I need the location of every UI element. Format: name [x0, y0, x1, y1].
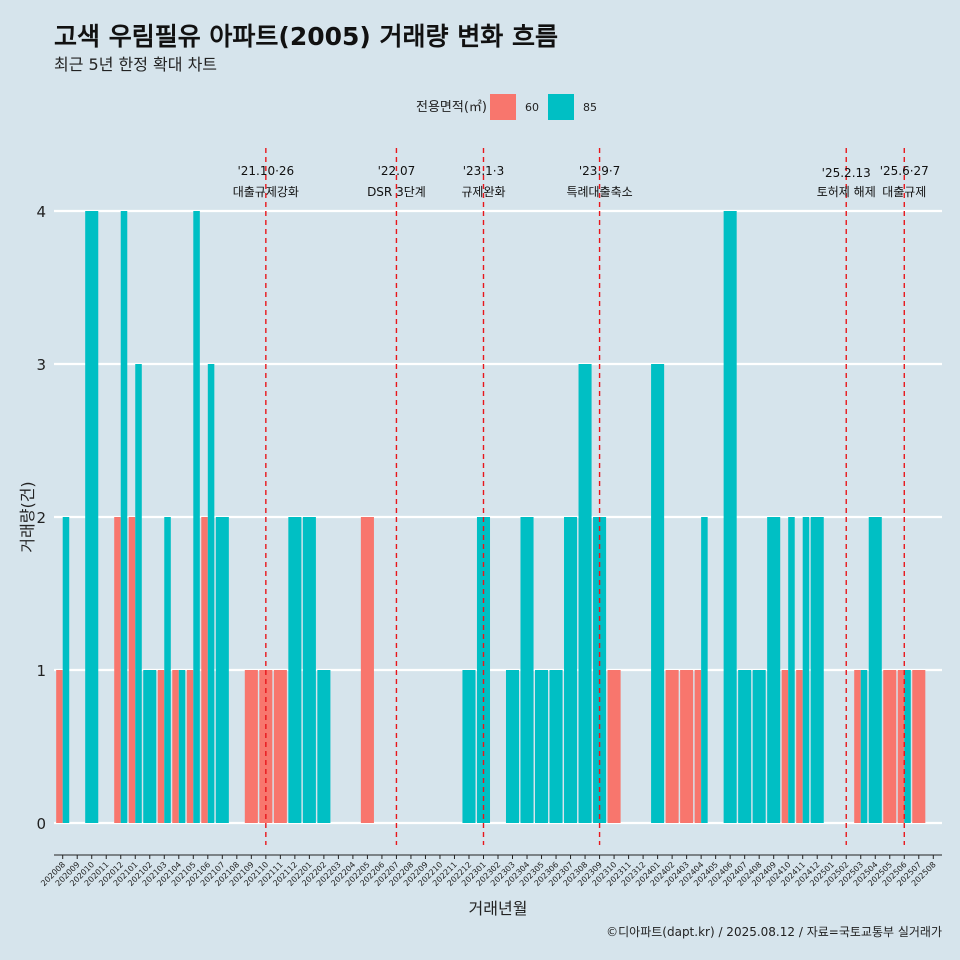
event-label: 토허제 해제: [817, 185, 876, 199]
chart-title: 고색 우림필유 아파트(2005) 거래량 변화 흐름: [54, 22, 558, 51]
bar-60-202402: [665, 670, 679, 823]
event-label: 대출규제강화: [233, 185, 299, 199]
bar-60-202310: [607, 670, 621, 823]
bar-85-202105: [193, 211, 200, 823]
bar-85-202412: [810, 517, 824, 823]
event-date: '21.10·26: [237, 164, 294, 178]
y-axis: 0 1 2 3 4: [36, 203, 46, 833]
legend-label-60: 60: [525, 101, 539, 114]
event-date: '23.9·7: [579, 164, 620, 178]
bar-85-202112: [288, 517, 302, 823]
bar-85-202308: [578, 364, 592, 823]
event-date: '23.1·3: [463, 164, 504, 178]
event-lines: '21.10·26 대출규제강화 '22.07 DSR 3단계 '23.1·3 규제완화 '…: [233, 148, 929, 845]
bar-85-202401: [651, 364, 665, 823]
bar-85-202010: [85, 211, 99, 823]
bar-60-202008: [56, 670, 63, 823]
bar-60-202109: [244, 670, 258, 823]
bar-60-202403: [680, 670, 694, 823]
bar-60-202101: [128, 517, 136, 823]
legend-label-85: 85: [583, 101, 597, 114]
y-axis-label: 거래량(건): [18, 481, 37, 552]
bar-60-202404: [694, 670, 702, 823]
bar-85-202409: [767, 517, 781, 823]
legend: 전용면적(㎡) 60 85: [416, 94, 597, 120]
bar-85-202408: [752, 670, 766, 823]
bar-85-202306: [549, 670, 563, 823]
caption: ©디아파트(dapt.kr) / 2025.08.12 / 자료=국토교통부 실…: [606, 925, 942, 939]
bar-85-202012: [120, 211, 128, 823]
y-tick-label: 1: [36, 662, 46, 680]
event-date: '25.2.13: [822, 166, 871, 180]
legend-swatch-60: [490, 94, 516, 120]
event-label: 대출규제: [882, 185, 926, 199]
event-date: '25.6·27: [880, 164, 929, 178]
bar-85-202101: [135, 364, 142, 823]
bar-85-202305: [535, 670, 549, 823]
bar-85-202504: [868, 517, 882, 823]
bar-85-202407: [738, 670, 752, 823]
legend-title: 전용면적(㎡): [416, 100, 487, 115]
bar-85-202503: [860, 670, 868, 823]
bar-60-202506: [897, 670, 905, 823]
y-tick-label: 0: [36, 815, 46, 833]
chart-subtitle: 최근 5년 한정 확대 차트: [54, 55, 217, 74]
event-label: 규제완화: [461, 185, 505, 199]
x-axis-label: 거래년월: [469, 899, 528, 918]
bar-60-202111: [273, 670, 287, 823]
bar-85-202201: [302, 517, 316, 823]
bar-85-202411: [802, 517, 810, 823]
bar-85-202102: [143, 670, 157, 823]
bar-60-202503: [854, 670, 861, 823]
bar-60-202105: [186, 670, 194, 823]
bars: [56, 211, 926, 823]
bar-60-202104: [172, 670, 179, 823]
bar-60-202411: [796, 670, 803, 823]
legend-swatch-85: [548, 94, 574, 120]
bar-85-202212: [462, 670, 476, 823]
y-tick-label: 2: [36, 509, 46, 527]
bar-85-202104: [178, 670, 186, 823]
event-date: '22.07: [378, 164, 416, 178]
bar-85-202303: [505, 670, 520, 823]
bar-85-202304: [520, 517, 534, 823]
bar-85-202307: [564, 517, 578, 823]
event-label: DSR 3단계: [367, 185, 426, 199]
bar-85-202404: [701, 517, 708, 823]
event-label: 특례대출축소: [566, 185, 632, 199]
bar-85-202506: [904, 670, 911, 823]
bar-85-202008: [62, 517, 70, 823]
bar-60-202205: [360, 517, 374, 823]
bar-85-202103: [164, 517, 171, 823]
bar-60-202106: [201, 517, 208, 823]
bar-85-202406: [723, 211, 737, 823]
bar-85-202202: [317, 670, 331, 823]
bar-60-202103: [157, 670, 165, 823]
bar-60-202410: [781, 670, 789, 823]
bar-85-202410: [788, 517, 795, 823]
x-axis: 2020082020092020102020112020122021012021…: [39, 854, 942, 888]
bar-60-202505: [883, 670, 897, 823]
bar-85-202107: [215, 517, 229, 823]
y-tick-label: 3: [36, 356, 46, 374]
bar-85-202106: [207, 364, 215, 823]
bar-60-202012: [114, 517, 121, 823]
y-tick-label: 4: [36, 203, 46, 221]
bar-60-202507: [912, 670, 926, 823]
